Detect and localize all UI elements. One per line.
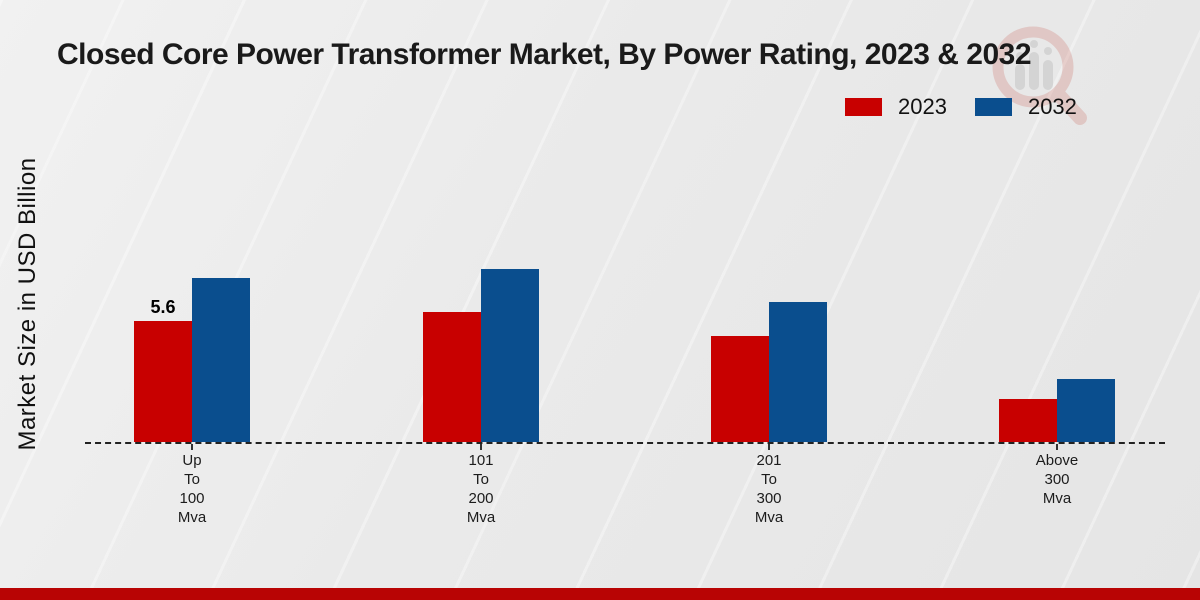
chart-title: Closed Core Power Transformer Market, By…	[57, 38, 1032, 71]
legend: 2023 2032	[845, 94, 1077, 120]
legend-label: 2023	[898, 94, 947, 119]
bar-value-label: 5.6	[150, 297, 176, 317]
x-axis-tick	[191, 444, 193, 450]
category-label-1: 101 To 200 Mva	[466, 452, 496, 526]
x-axis-baseline	[85, 442, 1165, 444]
footer-accent-band	[0, 588, 1200, 600]
legend-swatch-2032	[974, 98, 1012, 116]
legend-label: 2032	[1027, 94, 1077, 119]
legend-item-2023: 2023	[845, 94, 947, 120]
bar-2032-1	[481, 269, 539, 442]
legend-swatch-2023	[845, 98, 882, 116]
bar-2032-3	[1057, 379, 1115, 442]
bar-2023-3	[999, 399, 1057, 442]
category-label-0: Up To 100 Mva	[177, 452, 207, 526]
bar-2023-0	[134, 321, 192, 442]
bar-2023-1	[423, 312, 481, 442]
x-axis-tick	[480, 444, 482, 450]
bar-2023-2	[711, 336, 769, 442]
category-label-2: 201 To 300 Mva	[754, 452, 784, 526]
legend-item-2032: 2032	[974, 94, 1077, 120]
bar-2032-2	[769, 302, 827, 442]
x-axis-tick	[1056, 444, 1058, 450]
watermark-logo-icon	[992, 26, 1087, 125]
category-label-3: Above 300 Mva	[1035, 452, 1079, 507]
x-axis-tick	[768, 444, 770, 450]
bar-2032-0	[192, 278, 250, 442]
